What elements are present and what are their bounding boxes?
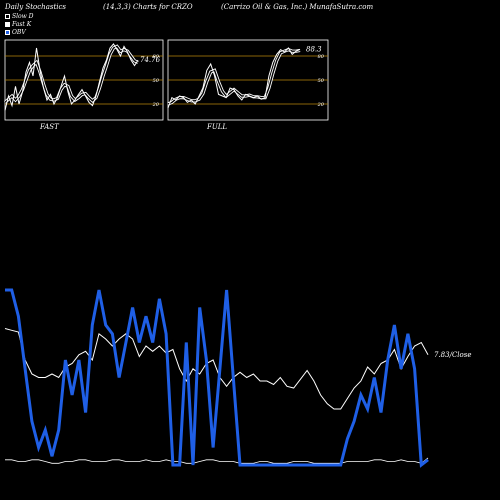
fast-level-tick-50: 50 xyxy=(153,78,160,84)
full-panel-label: FULL xyxy=(207,123,228,131)
full-level-tick-80: 80 xyxy=(318,54,325,60)
full-series-fast xyxy=(167,47,301,109)
fast-level-tick-80: 80 xyxy=(153,54,160,60)
obv-series-line xyxy=(5,288,429,468)
close-series-line xyxy=(4,328,429,410)
legend-item-fast-k: Fast K xyxy=(5,21,31,28)
full-level-tick-50: 50 xyxy=(318,78,325,84)
legend-label-obv: OBV xyxy=(12,29,26,36)
legend-item-slow-d: Slow D xyxy=(5,13,34,20)
full-level-tick-20: 20 xyxy=(317,102,325,108)
fast-last-value-label: 74.76 xyxy=(140,56,161,64)
header-middle: (14,3,3) Charts for CRZO xyxy=(103,3,193,11)
full-last-value-label: 88.3 xyxy=(306,45,322,53)
fast-panel-label: FAST xyxy=(40,123,59,131)
legend-label-slow-d: Slow D xyxy=(12,13,34,20)
fast-series-fast xyxy=(4,43,139,111)
legend-label-fast-k: Fast K xyxy=(12,21,32,28)
close-last-value-label: 7.83/Close xyxy=(434,351,472,359)
header-right: (Carrizo Oil & Gas, Inc.) MunafaSutra.co… xyxy=(221,3,374,11)
legend-swatch-slow-d xyxy=(5,14,10,19)
header-left: Daily Stochastics xyxy=(5,3,67,11)
obv-baseline-series xyxy=(5,457,429,464)
legend-item-obv: OBV xyxy=(5,29,26,36)
legend-swatch-obv xyxy=(5,30,10,35)
fast-level-tick-20: 20 xyxy=(152,102,160,108)
legend-swatch-fast-k xyxy=(5,22,10,27)
